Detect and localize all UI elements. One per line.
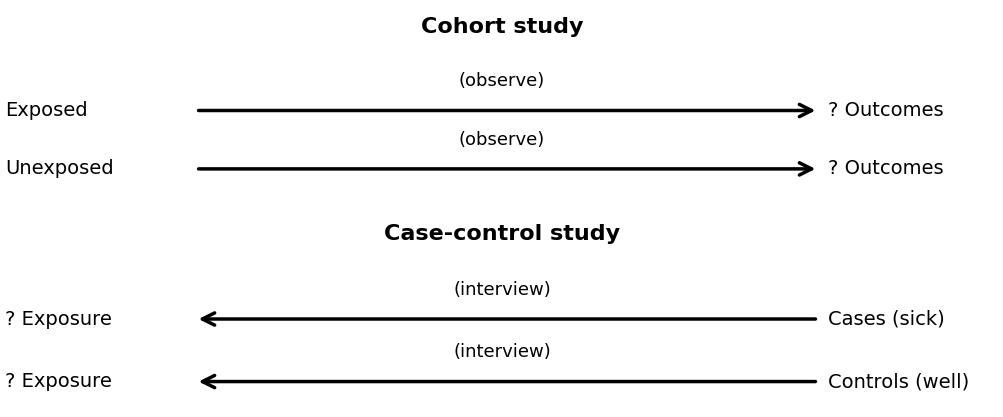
Text: ? Exposure: ? Exposure	[5, 309, 111, 329]
Text: (interview): (interview)	[452, 281, 551, 299]
Text: Exposed: Exposed	[5, 101, 87, 120]
Text: (interview): (interview)	[452, 343, 551, 362]
Text: Cohort study: Cohort study	[420, 17, 583, 37]
Text: Unexposed: Unexposed	[5, 159, 113, 178]
Text: ? Outcomes: ? Outcomes	[827, 159, 943, 178]
Text: (observe): (observe)	[458, 131, 545, 149]
Text: ? Exposure: ? Exposure	[5, 372, 111, 391]
Text: Controls (well): Controls (well)	[827, 372, 969, 391]
Text: Cases (sick): Cases (sick)	[827, 309, 944, 329]
Text: (observe): (observe)	[458, 72, 545, 90]
Text: Case-control study: Case-control study	[383, 224, 620, 244]
Text: ? Outcomes: ? Outcomes	[827, 101, 943, 120]
